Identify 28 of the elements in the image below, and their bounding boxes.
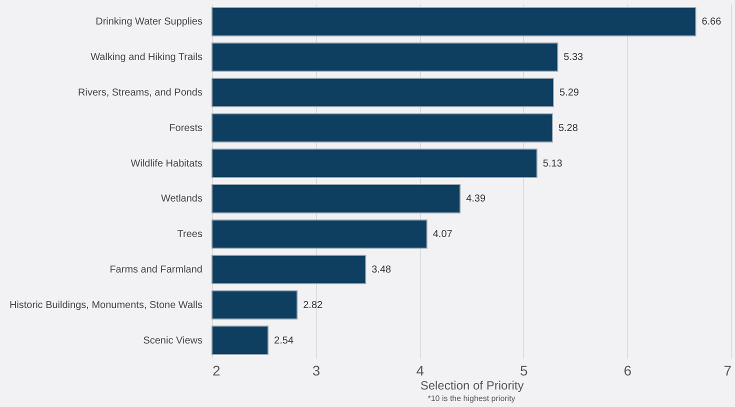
data-label: 5.28 [558, 122, 578, 134]
data-label: 3.48 [372, 264, 392, 276]
data-label: 4.39 [466, 194, 486, 205]
x-tick-label: 2 [212, 362, 220, 378]
y-tick-label: Farms and Farmland [110, 264, 202, 276]
y-tick-label: Walking and Hiking Trails [90, 52, 202, 64]
data-label: 2.54 [274, 335, 294, 346]
x-tick-label: 3 [312, 362, 320, 378]
y-tick-label: Rivers, Streams, and Ponds [78, 88, 202, 98]
x-tick-label: 4 [416, 362, 424, 378]
data-label: 5.13 [542, 158, 563, 170]
y-tick-label: Wildlife Habitats [130, 158, 202, 170]
y-tick-label: Wetlands [160, 194, 202, 205]
y-tick-label: Trees [177, 229, 202, 240]
y-tick-label: Drinking Water Supplies [96, 16, 202, 28]
x-tick-label: 5 [520, 362, 528, 378]
x-tick-label: 7 [724, 362, 732, 378]
data-label: 2.82 [303, 300, 324, 311]
x-tick-label: 6 [624, 362, 632, 378]
x-axis-title: Selection of Priority [420, 378, 524, 392]
y-tick-label: Forests [169, 122, 202, 134]
data-label: 5.33 [564, 52, 584, 64]
data-label: 5.29 [560, 88, 580, 98]
data-label: 6.66 [702, 16, 722, 28]
y-tick-label: Scenic Views [143, 335, 202, 346]
text: *10 is the highest priority [428, 394, 516, 403]
y-tick-label: Historic Buildings, Monuments, Stone Walls [9, 300, 202, 311]
data-label: 4.07 [432, 229, 453, 240]
